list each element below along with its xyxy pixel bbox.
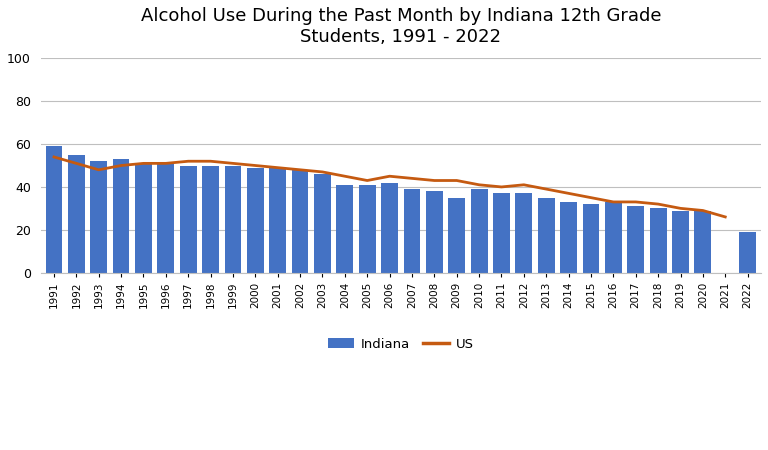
Bar	[135, 163, 152, 273]
Bar	[426, 191, 443, 273]
Bar	[471, 189, 488, 273]
Legend: Indiana, US: Indiana, US	[323, 333, 479, 356]
Bar	[91, 161, 107, 273]
Bar	[560, 202, 577, 273]
Bar	[694, 211, 711, 273]
Bar	[627, 206, 644, 273]
Bar	[493, 194, 510, 273]
Title: Alcohol Use During the Past Month by Indiana 12th Grade
Students, 1991 - 2022: Alcohol Use During the Past Month by Ind…	[141, 7, 661, 46]
Bar	[404, 189, 420, 273]
Bar	[113, 159, 130, 273]
Bar	[650, 208, 667, 273]
Bar	[270, 168, 286, 273]
Bar	[157, 163, 174, 273]
Bar	[68, 155, 84, 273]
Bar	[45, 146, 62, 273]
Bar	[538, 198, 554, 273]
Bar	[359, 185, 376, 273]
Bar	[605, 202, 622, 273]
Bar	[740, 232, 756, 273]
Bar	[247, 168, 263, 273]
Bar	[314, 174, 331, 273]
Bar	[381, 183, 398, 273]
Bar	[292, 170, 309, 273]
Bar	[672, 211, 689, 273]
Bar	[224, 166, 241, 273]
Bar	[515, 194, 532, 273]
Bar	[202, 166, 219, 273]
Bar	[583, 204, 599, 273]
Bar	[449, 198, 465, 273]
Bar	[336, 185, 353, 273]
Bar	[180, 166, 197, 273]
